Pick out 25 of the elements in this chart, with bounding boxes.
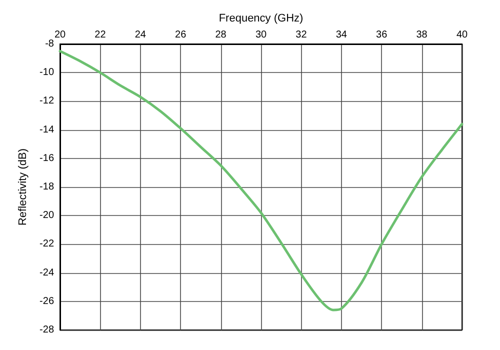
y-tick-label: -26 <box>40 296 54 307</box>
y-tick-label: -16 <box>40 152 54 164</box>
x-tick-label: 36 <box>376 30 388 40</box>
y-tick-label: -22 <box>40 238 54 250</box>
x-tick-label: 34 <box>336 30 348 40</box>
x-tick-label: 32 <box>296 30 308 40</box>
y-tick-label: -20 <box>40 210 54 222</box>
x-tick-label: 40 <box>456 30 468 40</box>
x-tick-label: 20 <box>54 30 66 40</box>
y-tick-label: -18 <box>40 182 54 192</box>
x-tick-label: 38 <box>416 30 428 40</box>
y-tick-label: -24 <box>40 267 54 278</box>
line-series <box>58 50 464 312</box>
x-tick-label: 28 <box>215 30 227 40</box>
x-tick-label: 30 <box>255 30 267 40</box>
y-tick-label: -10 <box>40 67 54 78</box>
y-tick-label: -28 <box>40 324 54 336</box>
x-tick-label: 26 <box>175 30 187 40</box>
x-tick-label: 22 <box>94 30 106 40</box>
y-tick-label: -8 <box>45 38 54 50</box>
x-axis-title: Frequency (GHz) <box>218 12 304 24</box>
y-tick-label: -14 <box>40 124 54 136</box>
x-tick-label: 24 <box>134 30 146 40</box>
y-axis-title: Reflectivity (dB) <box>17 148 30 226</box>
y-tick-label: -12 <box>40 96 54 107</box>
